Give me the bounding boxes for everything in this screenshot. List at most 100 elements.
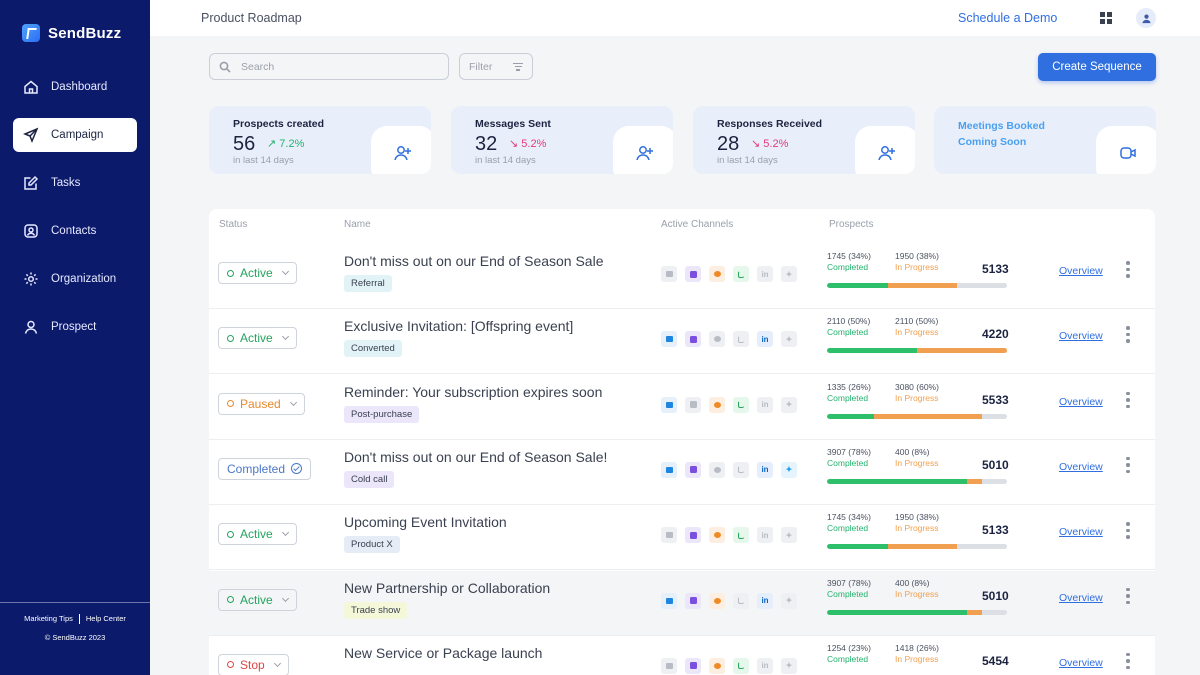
search-box[interactable] [209, 53, 449, 80]
overview-link[interactable]: Overview [1059, 591, 1103, 604]
status-dropdown[interactable]: Active [218, 523, 297, 546]
phone-channel-icon[interactable] [733, 592, 749, 609]
avatar[interactable] [1136, 8, 1156, 28]
sequence-name[interactable]: Exclusive Invitation: [Offspring event] [344, 318, 574, 335]
apps-grid-icon[interactable] [1100, 12, 1112, 24]
linkedin-channel-icon[interactable]: in [757, 396, 773, 413]
app-logo[interactable]: SendBuzz [22, 24, 121, 42]
overview-link[interactable]: Overview [1059, 656, 1103, 669]
chat-channel-icon[interactable] [709, 331, 725, 348]
sequence-name[interactable]: Don't miss out on our End of Season Sale [344, 253, 604, 269]
table-row[interactable]: Paused Reminder: Your subscription expir… [209, 375, 1155, 440]
overview-link[interactable]: Overview [1059, 460, 1103, 473]
progress-bar [827, 413, 1007, 419]
task-channel-icon[interactable] [685, 592, 701, 609]
twitter-channel-icon[interactable]: ✦ [781, 592, 797, 609]
sidebar-item-campaign[interactable]: Campaign [13, 118, 137, 152]
email-channel-icon[interactable] [661, 461, 677, 478]
overview-link[interactable]: Overview [1059, 265, 1103, 277]
more-options-icon[interactable] [1125, 391, 1131, 409]
twitter-channel-icon[interactable]: ✦ [781, 657, 797, 674]
twitter-channel-icon[interactable]: ✦ [781, 266, 797, 282]
status-label: Active [240, 592, 273, 607]
linkedin-channel-icon[interactable]: in [757, 657, 773, 674]
twitter-channel-icon[interactable]: ✦ [781, 396, 797, 413]
marketing-tips-link[interactable]: Marketing Tips [24, 614, 73, 623]
table-row[interactable]: Stop New Service or Package launch in ✦ 1… [209, 636, 1155, 675]
twitter-channel-icon[interactable]: ✦ [781, 461, 797, 478]
chat-channel-icon[interactable] [709, 527, 725, 544]
table-row[interactable]: Active New Partnership or Collaboration … [209, 570, 1155, 636]
email-channel-icon[interactable] [661, 592, 677, 609]
status-dropdown[interactable]: Active [218, 327, 297, 350]
email-channel-icon[interactable] [661, 331, 677, 348]
chat-channel-icon[interactable] [709, 396, 725, 413]
status-dropdown[interactable]: Completed [218, 457, 312, 480]
status-dropdown[interactable]: Active [218, 262, 297, 284]
task-channel-icon[interactable] [685, 461, 701, 478]
status-dropdown[interactable]: Active [218, 588, 297, 611]
create-sequence-button[interactable]: Create Sequence [1038, 53, 1156, 81]
linkedin-channel-icon[interactable]: in [757, 592, 773, 609]
phone-channel-icon[interactable] [733, 527, 749, 544]
task-channel-icon[interactable] [685, 657, 701, 674]
task-channel-icon[interactable] [685, 331, 701, 348]
table-row[interactable]: Active Exclusive Invitation: [Offspring … [209, 309, 1155, 375]
overview-link[interactable]: Overview [1059, 526, 1103, 539]
linkedin-channel-icon[interactable]: in [757, 527, 773, 544]
table-row[interactable]: Active Upcoming Event Invitation Product… [209, 505, 1155, 571]
completed-count: 1745 (34%) [827, 251, 871, 261]
twitter-channel-icon[interactable]: ✦ [781, 331, 797, 348]
completed-label: Completed [827, 653, 869, 664]
schedule-demo-link[interactable]: Schedule a Demo [958, 11, 1058, 25]
status-dropdown[interactable]: Paused [218, 392, 305, 415]
overview-link[interactable]: Overview [1059, 395, 1103, 408]
sidebar-item-organization[interactable]: Organization [13, 262, 137, 296]
more-options-icon[interactable] [1125, 652, 1131, 670]
filter-dropdown[interactable]: Filter [459, 53, 533, 80]
sidebar-item-tasks[interactable]: Tasks [13, 166, 137, 200]
overview-link[interactable]: Overview [1059, 330, 1103, 343]
more-options-icon[interactable] [1125, 261, 1131, 278]
sequence-name[interactable]: Don't miss out on our End of Season Sale… [344, 448, 608, 465]
header-name: Name [344, 219, 371, 230]
more-options-icon[interactable] [1125, 456, 1131, 474]
email-channel-icon[interactable] [661, 396, 677, 413]
sidebar-item-contacts[interactable]: Contacts [13, 214, 137, 248]
task-channel-icon[interactable] [685, 396, 701, 413]
phone-channel-icon[interactable] [733, 657, 749, 674]
phone-channel-icon[interactable] [733, 396, 749, 413]
task-channel-icon[interactable] [685, 266, 701, 282]
linkedin-channel-icon[interactable]: in [757, 331, 773, 348]
chat-channel-icon[interactable] [709, 461, 725, 478]
sidebar-item-prospect[interactable]: Prospect [13, 310, 137, 344]
twitter-channel-icon[interactable]: ✦ [781, 527, 797, 544]
more-options-icon[interactable] [1125, 587, 1131, 604]
filter-label: Filter [469, 60, 493, 73]
chat-channel-icon[interactable] [709, 592, 725, 609]
sidebar-item-dashboard[interactable]: Dashboard [13, 70, 137, 104]
search-input[interactable] [241, 60, 421, 73]
more-options-icon[interactable] [1125, 326, 1131, 343]
sequence-name[interactable]: Reminder: Your subscription expires soon [344, 383, 603, 400]
linkedin-channel-icon[interactable]: in [757, 266, 773, 282]
status-dropdown[interactable]: Stop [218, 653, 289, 675]
sequence-name[interactable]: New Partnership or Collaboration [344, 579, 551, 596]
email-channel-icon[interactable] [661, 266, 677, 282]
help-center-link[interactable]: Help Center [85, 614, 126, 623]
sequence-name[interactable]: New Service or Package launch [344, 644, 543, 661]
table-row[interactable]: Completed Don't miss out on our End of S… [209, 440, 1155, 505]
task-channel-icon[interactable] [685, 527, 701, 544]
chat-channel-icon[interactable] [709, 266, 725, 282]
email-channel-icon[interactable] [661, 527, 677, 544]
chat-channel-icon[interactable] [709, 657, 725, 674]
completed-fill [827, 413, 874, 419]
table-row[interactable]: Active Don't miss out on our End of Seas… [209, 244, 1155, 309]
email-channel-icon[interactable] [661, 657, 677, 674]
sequence-name[interactable]: Upcoming Event Invitation [344, 514, 507, 531]
phone-channel-icon[interactable] [733, 461, 749, 478]
linkedin-channel-icon[interactable]: in [757, 461, 773, 478]
phone-channel-icon[interactable] [733, 331, 749, 348]
more-options-icon[interactable] [1125, 522, 1131, 539]
phone-channel-icon[interactable] [733, 266, 749, 282]
